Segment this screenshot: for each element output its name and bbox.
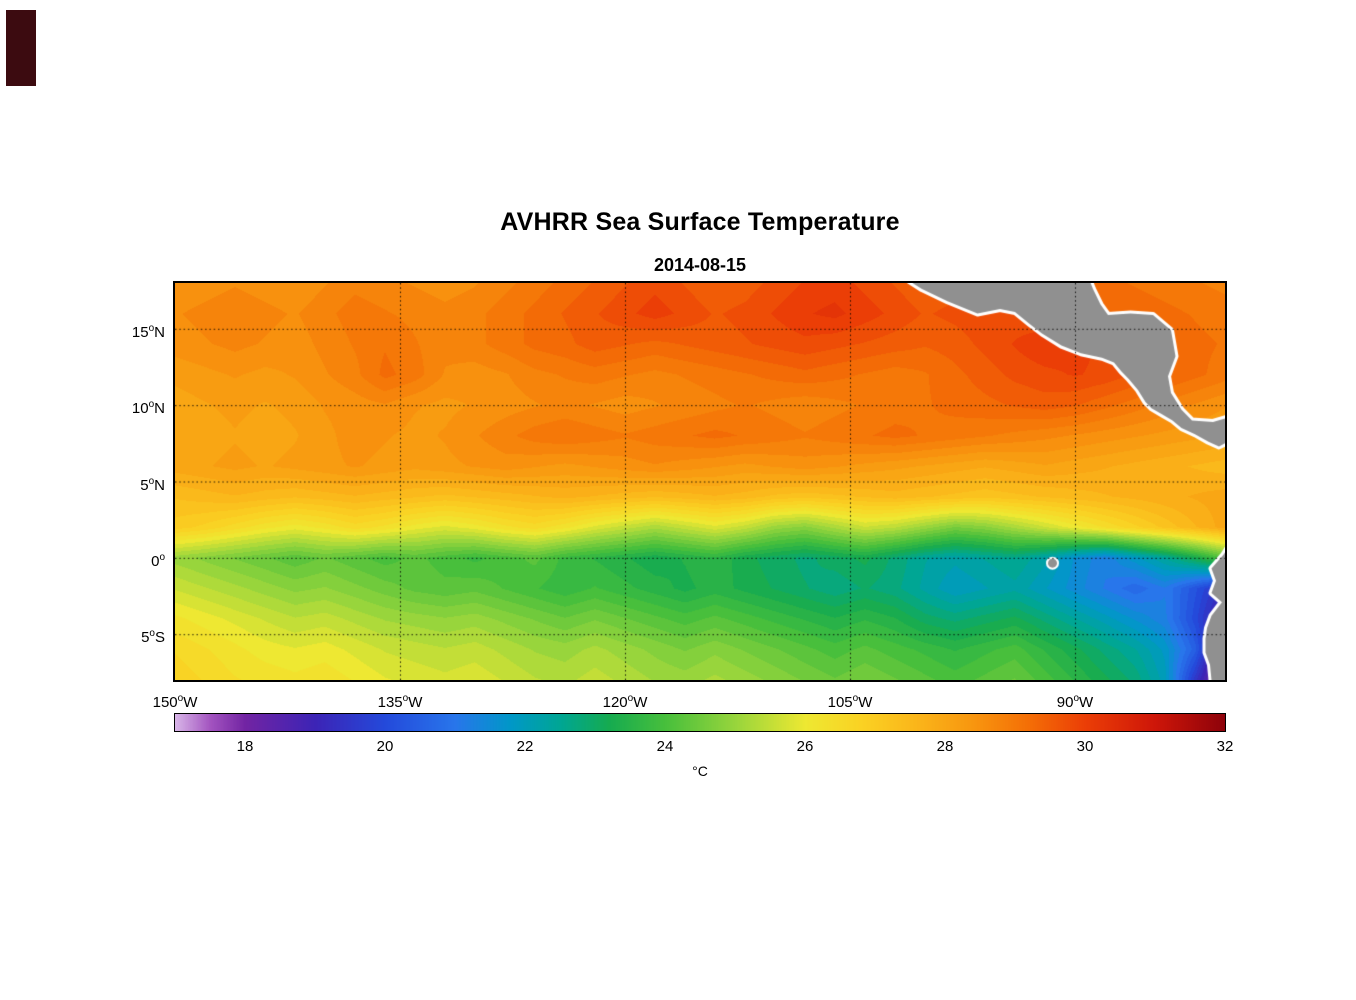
hemisphere-letter: W [633, 694, 648, 711]
tick-value: 15 [131, 323, 149, 341]
chart-subtitle: 2014-08-15 [653, 255, 747, 275]
degree-symbol: o [149, 628, 155, 640]
x-axis-tick-label: 135oW [355, 689, 445, 713]
hemisphere-letter: N [154, 476, 165, 494]
y-axis-tick-label: 5oN [79, 472, 165, 496]
tick-value: 105 [827, 694, 853, 711]
tick-value: 150 [152, 694, 178, 711]
tick-value: 5 [140, 476, 149, 494]
y-axis-tick-label: 5oS [79, 624, 165, 648]
plot-area [173, 281, 1227, 682]
tick-value: 90 [1056, 694, 1074, 711]
degree-symbol: o [148, 322, 155, 334]
hemisphere-letter: N [154, 400, 165, 418]
hemisphere-letter: W [858, 694, 873, 711]
y-axis-tick-label: 10oN [79, 395, 165, 419]
colorbar-tick-label: 24 [656, 738, 674, 755]
tick-value: 5 [141, 629, 150, 647]
degree-symbol: o [1073, 693, 1080, 704]
colorbar-tick-label: 20 [376, 738, 394, 755]
hemisphere-letter: W [408, 694, 423, 711]
x-axis-tick-label: 150oW [130, 689, 220, 713]
tick-value: 135 [377, 694, 403, 711]
degree-symbol: o [852, 693, 859, 704]
colorbar-tick-label: 30 [1076, 738, 1094, 755]
tick-value: 10 [131, 400, 149, 418]
sst-map-canvas [175, 283, 1225, 680]
colorbar-tick-label: 26 [796, 738, 814, 755]
degree-symbol: o [402, 693, 409, 704]
x-axis-tick-label: 90oW [1030, 689, 1120, 713]
y-axis-tick-label: 0o [79, 548, 165, 572]
hemisphere-letter: W [1079, 694, 1094, 711]
tick-value: 120 [602, 694, 628, 711]
colorbar-tick-label: 32 [1216, 738, 1234, 755]
colorbar-tick-label: 22 [516, 738, 534, 755]
colorbar-tick-label: 18 [236, 738, 254, 755]
degree-symbol: o [177, 693, 184, 704]
degree-symbol: o [148, 475, 155, 487]
degree-symbol: o [627, 693, 634, 704]
colorbar-gradient-canvas [175, 714, 1225, 731]
screenshot-corner-artifact [6, 10, 36, 86]
colorbar [174, 713, 1226, 732]
hemisphere-letter: N [154, 323, 165, 341]
x-axis-tick-label: 120oW [580, 689, 670, 713]
degree-symbol: o [148, 399, 155, 411]
chart-title: AVHRR Sea Surface Temperature [500, 208, 900, 236]
colorbar-unit-label: °C [692, 763, 708, 779]
degree-symbol: o [159, 551, 165, 563]
y-axis-tick-label: 15oN [79, 319, 165, 343]
hemisphere-letter: W [183, 694, 198, 711]
colorbar-tick-label: 28 [936, 738, 954, 755]
x-axis-tick-label: 105oW [805, 689, 895, 713]
tick-value: 0 [151, 552, 160, 570]
hemisphere-letter: S [154, 629, 165, 647]
